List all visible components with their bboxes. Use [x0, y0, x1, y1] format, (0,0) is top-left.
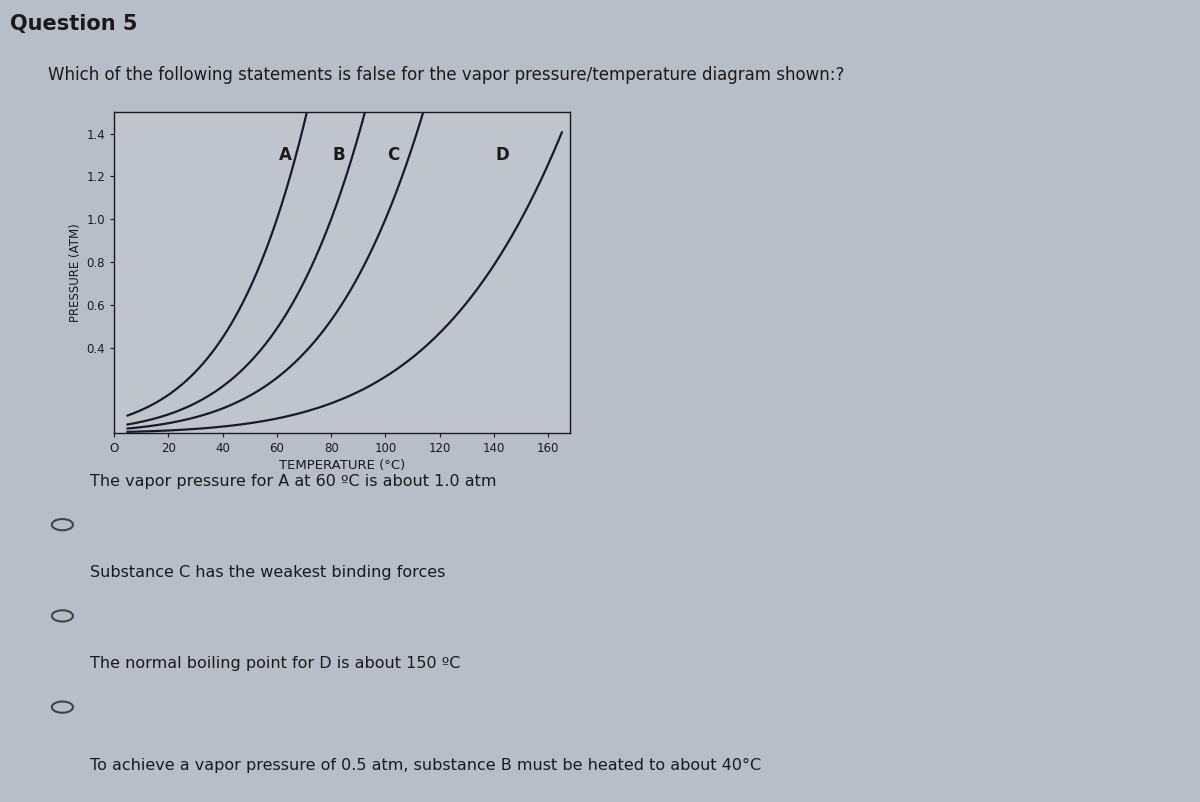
- Text: To achieve a vapor pressure of 0.5 atm, substance B must be heated to about 40°C: To achieve a vapor pressure of 0.5 atm, …: [90, 758, 761, 773]
- X-axis label: TEMPERATURE (°C): TEMPERATURE (°C): [278, 460, 406, 472]
- Text: The vapor pressure for A at 60 ºC is about 1.0 atm: The vapor pressure for A at 60 ºC is abo…: [90, 473, 497, 488]
- Text: Which of the following statements is false for the vapor pressure/temperature di: Which of the following statements is fal…: [48, 66, 845, 84]
- Text: Question 5: Question 5: [10, 14, 137, 34]
- Text: D: D: [496, 146, 509, 164]
- Text: A: A: [278, 146, 292, 164]
- Text: The normal boiling point for D is about 150 ºC: The normal boiling point for D is about …: [90, 656, 461, 671]
- Text: B: B: [332, 146, 346, 164]
- Text: C: C: [388, 146, 400, 164]
- Text: Substance C has the weakest binding forces: Substance C has the weakest binding forc…: [90, 565, 445, 580]
- Y-axis label: PRESSURE (ATM): PRESSURE (ATM): [70, 223, 82, 322]
